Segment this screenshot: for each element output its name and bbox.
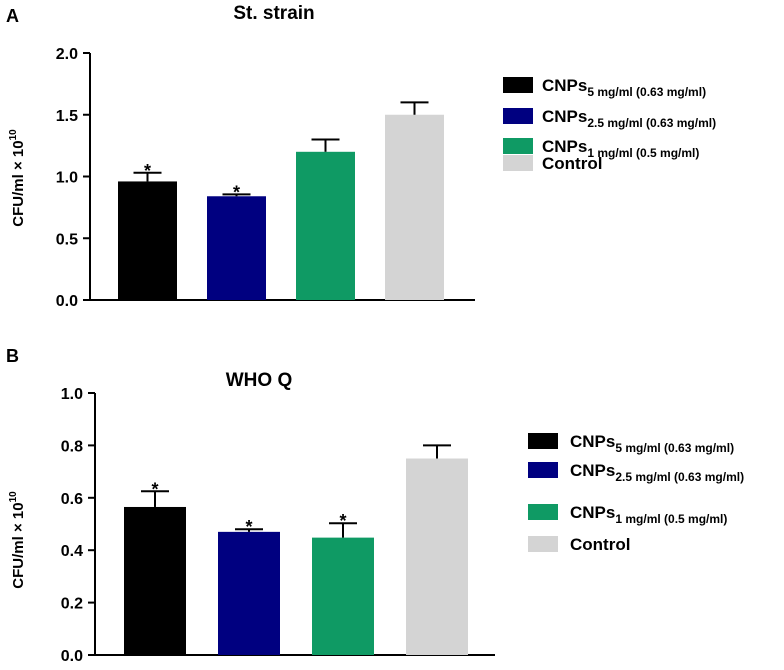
panel-b-title: WHO Q: [226, 370, 293, 391]
panel-b-legend-main: CNPs: [570, 503, 615, 522]
svg-text:CFU/ml × 1010: CFU/ml × 1010: [8, 491, 27, 589]
panel-b-ylabel-text: CFU/ml × 10: [10, 502, 27, 588]
panel-b-y-tick-label: 1.0: [61, 386, 83, 403]
panel-a-legend-swatch: [503, 77, 533, 93]
panel-b-legend-label: CNPs2.5 mg/ml (0.63 mg/ml): [570, 461, 744, 484]
panel-a-legend-main: CNPs: [542, 137, 587, 156]
panel-b-ylabel: CFU/ml × 1010: [8, 491, 27, 589]
panel-b-bar: [406, 458, 468, 655]
panel-b-legend-label: CNPs1 mg/ml (0.5 mg/ml): [570, 503, 727, 526]
panel-a-title: St. strain: [233, 3, 314, 24]
panel-b-legend-label: CNPs5 mg/ml (0.63 mg/ml): [570, 432, 734, 455]
panel-b-significance-star: *: [339, 511, 346, 531]
panel-b-y-tick-label: 0.6: [61, 491, 83, 508]
panel-b-y-tick-label: 0.0: [61, 648, 83, 665]
panel-a-letter: A: [6, 6, 19, 26]
panel-b-bar: [124, 506, 186, 655]
panel-a-bar: [385, 114, 444, 300]
panel-a-y-tick-label: 1.0: [56, 170, 78, 187]
panel-a-ylabel-text: CFU/ml × 10: [10, 140, 27, 226]
panel-a-legend-subscript: 2.5 mg/ml (0.63 mg/ml): [587, 116, 716, 130]
panel-b-legend-swatch: [528, 504, 558, 520]
panel-a-chart: 0.00.51.01.52.0**CNPs5 mg/ml (0.63 mg/ml…: [56, 46, 716, 310]
panel-b-legend-swatch: [528, 433, 558, 449]
panel-b-significance-star: *: [245, 517, 252, 537]
panel-b-bar: [218, 531, 280, 655]
panel-b-legend-subscript: 5 mg/ml (0.63 mg/ml): [615, 441, 734, 455]
panel-b-legend-main: Control: [570, 535, 630, 554]
panel-a-ylabel-exponent: 10: [8, 129, 19, 141]
panel-b-legend-swatch: [528, 462, 558, 478]
panel-a-y-tick-label: 1.5: [56, 108, 78, 125]
panel-b-y-tick-label: 0.2: [61, 596, 83, 613]
panel-a-legend-label: Control: [542, 154, 602, 173]
panel-a-bar: [296, 151, 355, 300]
panel-b-ylabel-exponent: 10: [8, 491, 19, 503]
panel-b-legend-main: CNPs: [570, 432, 615, 451]
panel-b-y-tick-label: 0.4: [61, 543, 83, 560]
panel-a-bar: [207, 196, 266, 300]
panel-b-letter: B: [6, 346, 19, 366]
panel-a-legend-label: CNPs2.5 mg/ml (0.63 mg/ml): [542, 107, 716, 130]
panel-a-legend-swatch: [503, 108, 533, 124]
panel-a-bar: [118, 181, 177, 300]
panel-a-legend-label: CNPs5 mg/ml (0.63 mg/ml): [542, 76, 706, 99]
panel-b-legend-subscript: 2.5 mg/ml (0.63 mg/ml): [615, 470, 744, 484]
panel-a-legend-swatch: [503, 155, 533, 171]
panel-b-y-tick-label: 0.8: [61, 438, 83, 455]
panel-b-chart: 0.00.20.40.60.81.0** *CNPs5 mg/ml (0.63 m…: [61, 386, 744, 665]
panel-a-legend-subscript: 5 mg/ml (0.63 mg/ml): [587, 85, 706, 99]
panel-a-legend-main: CNPs: [542, 107, 587, 126]
panel-a-significance-star: *: [233, 182, 240, 202]
panel-b-bar: [312, 537, 374, 655]
panel-a-legend-swatch: [503, 138, 533, 154]
panel-b-legend-subscript: 1 mg/ml (0.5 mg/ml): [615, 512, 727, 526]
panel-a-legend-main: CNPs: [542, 76, 587, 95]
panel-a-legend-label: CNPs1 mg/ml (0.5 mg/ml): [542, 137, 699, 160]
panel-b-legend-swatch: [528, 536, 558, 552]
panel-a-y-tick-label: 0.0: [56, 293, 78, 310]
panel-a-ylabel: CFU/ml × 1010: [8, 129, 27, 227]
panel-a-y-tick-label: 2.0: [56, 46, 78, 63]
panel-a-y-tick-label: 0.5: [56, 231, 78, 248]
panel-a-legend-main: Control: [542, 154, 602, 173]
svg-text:CFU/ml × 1010: CFU/ml × 1010: [8, 129, 27, 227]
panel-b-legend-label: Control: [570, 535, 630, 554]
panel-a-significance-star: *: [144, 161, 151, 181]
panel-b-significance-star: *: [151, 479, 158, 499]
panel-a-legend-subscript: 1 mg/ml (0.5 mg/ml): [587, 146, 699, 160]
panel-b-legend-main: CNPs: [570, 461, 615, 480]
